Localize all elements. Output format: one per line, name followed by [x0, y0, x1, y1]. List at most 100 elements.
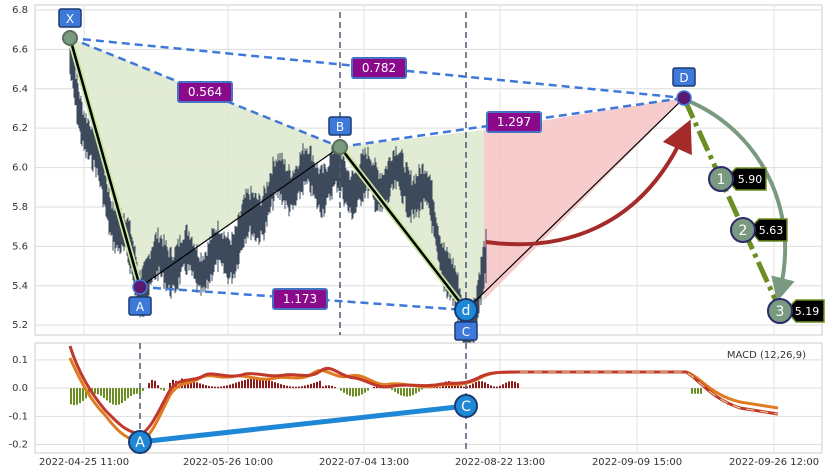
- histogram-bar: [130, 388, 132, 396]
- y-tick-label: 6.2: [12, 123, 28, 134]
- histogram-bar: [268, 380, 270, 389]
- histogram-bar: [334, 387, 336, 389]
- histogram-bar: [694, 388, 696, 394]
- histogram-bar: [484, 382, 486, 389]
- histogram-bar: [277, 383, 279, 389]
- histogram-bar: [304, 385, 306, 389]
- x-axis: 2022-04-25 11:00 2022-05-26 10:00 2022-07-…: [39, 457, 819, 468]
- xd-dashed-line: [69, 36, 685, 100]
- histogram-bar: [169, 382, 171, 389]
- histogram-bar: [286, 385, 288, 389]
- ab-leg: [139, 146, 341, 288]
- point-d-marker: [676, 90, 692, 106]
- bcd-right-area: [484, 98, 684, 300]
- label-box: [58, 8, 82, 28]
- histogram-bar: [214, 386, 216, 389]
- target-path: [681, 96, 783, 312]
- histogram-bar: [409, 388, 411, 397]
- histogram-bar: [229, 384, 231, 389]
- histogram-bar: [691, 388, 693, 394]
- y-tick-label: 6.0: [12, 163, 28, 174]
- histogram-bar: [160, 388, 162, 390]
- ratio-box: [486, 111, 542, 133]
- histogram-bar: [313, 382, 315, 389]
- target-value: 5.19: [795, 305, 820, 318]
- histogram-bar: [139, 388, 141, 395]
- histogram-bar: [310, 383, 312, 389]
- bc-leg: [339, 146, 467, 311]
- price-panel: 5.2 5.4 5.6 5.8 6.0 6.2 6.4 6.6 6.8 0.564 0.782: [12, 4, 825, 366]
- histogram-bar: [502, 384, 504, 389]
- histogram-bar: [361, 388, 363, 395]
- histogram-bar: [259, 378, 261, 389]
- cd-leg: [465, 97, 685, 311]
- histogram-bar: [112, 388, 114, 405]
- histogram-bar: [142, 388, 144, 391]
- histogram-bar: [199, 383, 201, 389]
- histogram-bar: [349, 388, 351, 396]
- histogram-bar: [235, 382, 237, 389]
- label-a: A: [128, 296, 152, 316]
- histogram-bar: [298, 386, 300, 389]
- histogram-bar: [358, 388, 360, 396]
- histogram-bar: [103, 388, 105, 398]
- histogram-bar: [301, 386, 303, 389]
- target-arc: [685, 98, 795, 302]
- histogram-bar: [79, 388, 81, 404]
- histogram-bar: [343, 388, 345, 393]
- price-series: [69, 35, 487, 366]
- histogram-bar: [244, 379, 246, 389]
- macd-point-c-label: C: [461, 399, 471, 415]
- histogram-bar: [100, 388, 102, 396]
- histogram-bar: [85, 388, 87, 399]
- divergence-line: [139, 403, 467, 445]
- histogram-bar: [481, 381, 483, 389]
- histogram-bar: [73, 388, 75, 406]
- y-tick-label: -0.2: [8, 440, 28, 451]
- histogram-bar: [256, 378, 258, 389]
- histogram-bar: [172, 379, 174, 389]
- ratio-box: [272, 288, 328, 310]
- target-value: 5.90: [738, 173, 763, 186]
- histogram-bar: [208, 385, 210, 389]
- target-marker: [730, 217, 756, 243]
- histogram-bar: [418, 388, 420, 392]
- histogram-bar: [352, 388, 354, 397]
- histogram-bar: [94, 388, 96, 394]
- histogram-bar: [274, 382, 276, 389]
- histogram-bar: [346, 388, 348, 395]
- histogram-bar: [460, 386, 462, 389]
- histogram-bar: [157, 385, 159, 389]
- histogram-bar: [331, 385, 333, 389]
- target-flag: [784, 299, 825, 323]
- histogram-bar: [196, 382, 198, 389]
- histogram-bar: [283, 385, 285, 389]
- ratio-1-173: 1.173: [272, 288, 328, 310]
- histogram-bar: [241, 380, 243, 389]
- target-number: 3: [776, 304, 785, 320]
- histogram-bar: [364, 388, 366, 393]
- y-tick-label: 0.0: [12, 383, 28, 394]
- histogram-bar: [202, 384, 204, 389]
- target-number: 2: [739, 223, 748, 239]
- y-tick-label: 5.6: [12, 241, 28, 252]
- label-c: C: [454, 321, 478, 341]
- histogram-bar: [295, 386, 297, 389]
- histogram-bar: [238, 381, 240, 389]
- histogram-bar: [307, 384, 309, 389]
- xab-triangle: [70, 38, 340, 287]
- target-1: 5.90 1: [708, 166, 767, 192]
- ratio-label: 0.564: [188, 85, 222, 99]
- histogram-bar: [355, 388, 357, 397]
- histogram-bar: [163, 388, 165, 391]
- label-text: D: [679, 71, 688, 85]
- histogram-bar: [397, 388, 399, 394]
- ratio-label: 1.297: [497, 115, 531, 129]
- label-text: X: [66, 12, 74, 26]
- histogram-bar: [151, 379, 153, 389]
- histogram-bar: [223, 386, 225, 389]
- label-text: B: [336, 120, 344, 134]
- point-b-marker: [332, 139, 348, 155]
- y-tick-label: 6.4: [12, 84, 28, 95]
- histogram-bar: [76, 388, 78, 405]
